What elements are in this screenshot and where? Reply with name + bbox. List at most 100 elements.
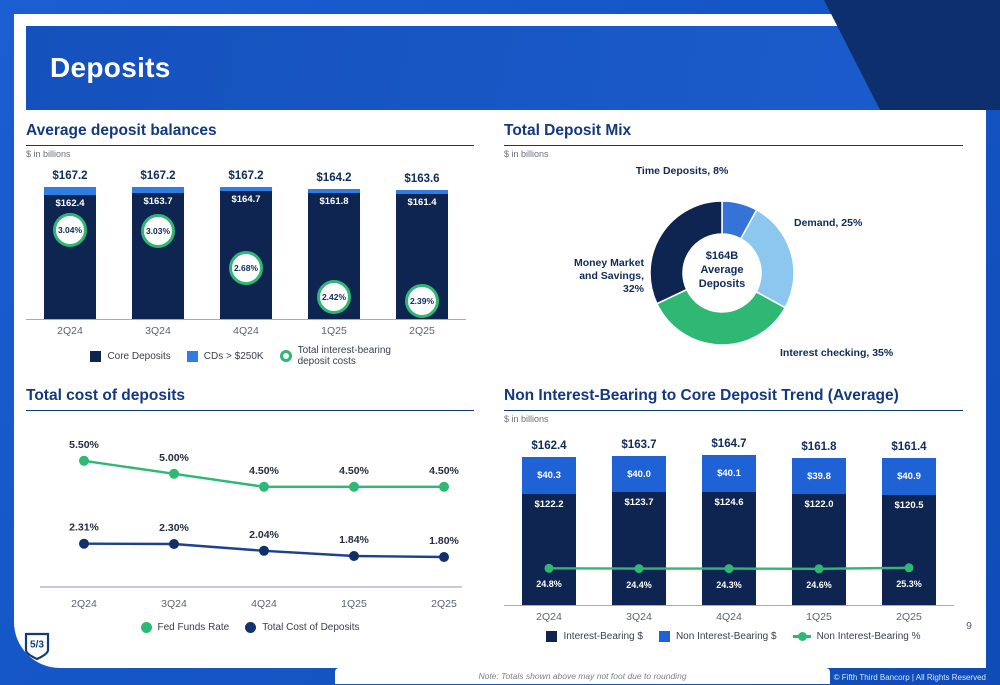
fifth-third-logo: 5/3 [24, 632, 50, 661]
rate-badge: 2.42% [317, 279, 351, 314]
legend-label: Fed Funds Rate [157, 621, 230, 633]
panel-nib-trend: Non Interest-Bearing to Core Deposit Tre… [504, 387, 963, 642]
cost-of-deposits-lines: 5.50% 5.00% 4.50% 4.50% 4.50% 2.31% 2.30% 2.04%… [40, 438, 462, 610]
bar-2Q25: $40.9 $120.5 [882, 458, 936, 605]
data-label: 2.31% [69, 521, 99, 533]
interest-bearing-label: $122.0 [804, 499, 834, 510]
x-axis-label: 4Q24 [716, 611, 742, 623]
cost-of-deposits-chart: 5.50% 5.00% 4.50% 4.50% 4.50% 2.31% 2.30% 2.04%… [26, 417, 474, 620]
data-point [79, 538, 89, 549]
footnote: Note: Totals shown above may not foot du… [335, 668, 830, 684]
bar-segment-cds [396, 189, 448, 194]
data-point [439, 551, 449, 562]
bar-segment-non-interest: $40.1 [702, 455, 756, 492]
legend-line-dot [797, 632, 807, 642]
x-axis-label: 3Q24 [161, 598, 187, 610]
non-interest-bearing-swatch [658, 631, 670, 642]
page-number: 9 [966, 620, 972, 632]
non-interest-label: $39.8 [807, 470, 831, 482]
total-cost-swatch [245, 621, 257, 633]
rate-ring-swatch [279, 350, 292, 362]
section-title: Non Interest-Bearing to Core Deposit Tre… [504, 387, 963, 411]
bar-core-label: $161.4 [407, 196, 437, 208]
legend-item-core-deposits: Core Deposits [90, 350, 171, 362]
bar-total-label: $161.4 [891, 441, 927, 453]
x-axis-line [504, 605, 954, 606]
section-title: Average deposit balances [26, 122, 474, 146]
content: Average deposit balances $ in billions $… [26, 122, 963, 642]
interest-bearing-label: $124.6 [714, 497, 744, 508]
header-band: Deposits [26, 26, 974, 110]
non-interest-label: $40.0 [627, 468, 651, 480]
legend-label: Non Interest-Bearing % [816, 631, 921, 642]
nib-legend: Interest-Bearing $ Non Interest-Bearing … [504, 631, 963, 642]
cds-swatch [186, 350, 198, 362]
donut-slice-money-market-and-savings [649, 199, 723, 305]
slide: Deposits Average deposit balances $ in b… [14, 14, 986, 668]
data-label: 2.30% [159, 522, 189, 534]
cost-legend: Fed Funds Rate Total Cost of Deposits [26, 621, 474, 633]
avg-balances-legend: Core Deposits CDs > $250K Total interest… [26, 345, 474, 368]
bar-core-label: $162.4 [55, 197, 85, 209]
x-axis-label: 4Q24 [251, 598, 277, 610]
data-point [259, 481, 269, 492]
fed-funds-swatch [140, 621, 152, 633]
x-axis-label: 4Q24 [233, 324, 259, 337]
bar-segment-cds [220, 186, 272, 191]
panel-average-deposit-balances: Average deposit balances $ in billions $… [26, 122, 474, 373]
logo-text: 5/3 [30, 640, 44, 651]
nib-pct-label: 24.4% [626, 579, 652, 590]
bar-segment-non-interest: $39.8 [792, 458, 846, 494]
interest-bearing-label: $120.5 [894, 500, 924, 511]
data-label: 4.50% [339, 464, 369, 476]
copyright: © Fifth Third Bancorp | All Rights Reser… [833, 673, 986, 682]
logo-shield [24, 632, 50, 661]
bar-segment-non-interest: $40.9 [882, 458, 936, 495]
bar-total-label: $167.2 [228, 169, 264, 182]
bar-segment-cds [132, 186, 184, 193]
x-axis-line [26, 318, 466, 320]
x-axis-label: 1Q25 [341, 598, 367, 610]
core-deposits-swatch [90, 350, 102, 362]
x-axis-label: 2Q24 [536, 611, 562, 623]
nib-pct-label: 24.8% [536, 579, 562, 590]
bar-total-label: $163.7 [621, 439, 657, 451]
units-note: $ in billions [504, 149, 549, 159]
x-axis-label: 2Q25 [896, 611, 922, 623]
x-axis-label: 2Q25 [431, 598, 457, 610]
bar-3Q24: $163.7 [132, 186, 184, 319]
legend-item-total-cost: Total Cost of Deposits [245, 621, 359, 633]
bar-segment-non-interest: $40.3 [522, 457, 576, 494]
non-interest-label: $40.1 [717, 468, 741, 479]
section-title: Total Deposit Mix [504, 122, 963, 146]
data-point [169, 468, 179, 479]
x-axis-labels: 2Q24 3Q24 4Q24 1Q25 2Q25 [26, 320, 466, 337]
bar-core-label: $163.7 [143, 195, 173, 207]
legend-item-cds: CDs > $250K [186, 350, 264, 362]
slice-label-money-market: Money Market and Savings, 32% [573, 256, 644, 295]
bar-total-label: $167.2 [140, 169, 176, 182]
bar-segment-cds [44, 186, 96, 195]
slice-label-interest-checking: Interest checking, 35% [780, 346, 894, 359]
data-label: 1.84% [339, 534, 369, 546]
deposit-mix-chart: Time Deposits, 8% Demand, 25% Interest c… [504, 165, 963, 373]
average-deposit-balances-chart: $167.2 $162.4 3.04% $167.2 $163.7 3.03% $167.2… [26, 165, 474, 337]
data-label: 5.00% [159, 451, 189, 463]
x-axis-label: 2Q24 [71, 598, 97, 610]
section-title: Total cost of deposits [26, 387, 474, 411]
rate-badge: 2.68% [229, 250, 263, 285]
rate-badge: 3.04% [53, 212, 87, 247]
legend-item-non-interest-bearing: Non Interest-Bearing $ [658, 631, 777, 642]
units-note: $ in billions [504, 413, 549, 424]
x-axis-label: 2Q24 [57, 324, 83, 337]
legend-label: Non Interest-Bearing $ [675, 631, 777, 642]
bar-core-label: $161.8 [319, 195, 349, 207]
donut-center-label: $164B Average Deposits [698, 249, 746, 291]
x-axis-label: 2Q25 [409, 324, 435, 337]
nib-pct-label: 24.6% [806, 579, 832, 590]
bar-total-label: $167.2 [52, 169, 88, 182]
panel-total-deposit-mix: Total Deposit Mix $ in billions Time Dep… [504, 122, 963, 373]
data-point [79, 455, 89, 466]
x-axis-label: 1Q25 [321, 324, 347, 337]
bar-segment-cds [308, 188, 360, 193]
